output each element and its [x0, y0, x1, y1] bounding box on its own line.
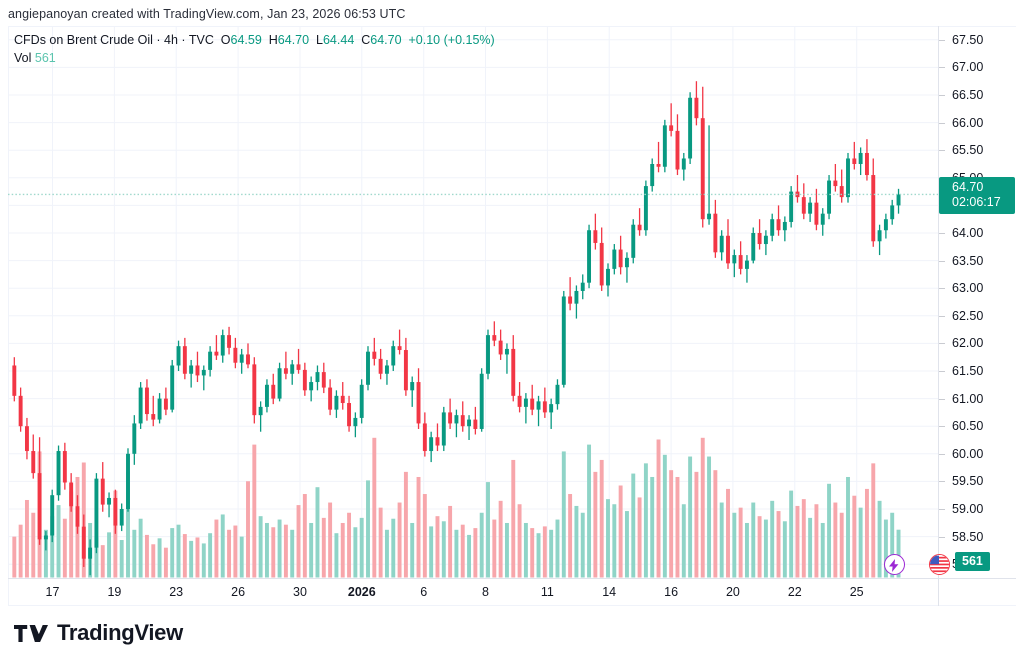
price-tick: [939, 536, 945, 538]
candlestick-svg: [8, 26, 938, 578]
time-tick-label: 16: [664, 585, 679, 599]
legend-high-label: H: [268, 33, 278, 47]
legend-change: +0.10: [408, 33, 441, 47]
price-tick-label: 58.50: [952, 529, 984, 544]
current-price-value: 64.70: [952, 180, 984, 195]
price-tick: [939, 260, 945, 262]
price-tick: [939, 371, 945, 372]
price-tick-label: 61.50: [952, 364, 984, 378]
price-tick-label: 66.00: [952, 115, 984, 130]
price-tick-label: 61.00: [952, 391, 984, 406]
chart-legend: CFDs on Brent Crude Oil · 4h · TVC O64.5…: [14, 32, 495, 67]
legend-volume-value: 561: [34, 51, 56, 65]
current-price-badge[interactable]: 64.70 02:06:17: [939, 177, 1015, 215]
price-tick: [939, 343, 945, 345]
candles: [12, 81, 901, 576]
price-tick-label: 63.50: [952, 253, 984, 268]
time-tick-label: 6: [420, 585, 428, 599]
legend-separator-1: ·: [152, 33, 165, 47]
time-tick-label: 23: [169, 585, 184, 599]
price-tick: [939, 288, 945, 290]
time-tick-label: 8: [482, 585, 489, 599]
legend-symbol[interactable]: CFDs on Brent Crude Oil: [14, 33, 153, 47]
price-tick-label: 60.00: [952, 446, 984, 461]
price-tick: [939, 233, 945, 234]
legend-open-label: O: [220, 33, 231, 47]
volume-bars: [12, 437, 901, 578]
price-tick: [939, 481, 945, 483]
price-tick-label: 65.50: [952, 143, 984, 158]
legend-high-value: 64.70: [277, 33, 310, 47]
time-scale-separator: [8, 578, 1016, 579]
price-tick: [939, 150, 945, 152]
chart-plot-area[interactable]: [8, 26, 938, 578]
time-tick-label: 19: [107, 585, 122, 599]
price-tick-label: 63.00: [952, 281, 984, 296]
bolt-glyph: [889, 558, 899, 572]
time-tick-label: 26: [231, 585, 246, 599]
price-tick: [939, 39, 945, 41]
tradingview-wordmark: TradingView: [57, 620, 183, 645]
horizontal-gridlines: [8, 39, 938, 565]
legend-low-label: L: [316, 33, 323, 47]
legend-interval[interactable]: 4h: [164, 33, 178, 47]
price-tick-label: 59.50: [952, 474, 984, 489]
legend-exchange: TVC: [188, 33, 214, 47]
time-tick-label: 22: [787, 585, 802, 599]
price-tick: [939, 509, 945, 510]
price-tick-label: 60.50: [952, 419, 984, 434]
price-tick-label: 62.00: [952, 336, 984, 351]
time-tick-label: 25: [849, 585, 864, 599]
price-tick-label: 67.00: [952, 60, 984, 75]
credit-watermark: angiepanoyan created with TradingView.co…: [8, 7, 406, 21]
time-tick-label: 11: [540, 585, 554, 599]
bar-countdown: 02:06:17: [952, 195, 1001, 210]
legend-low-value: 64.44: [322, 33, 355, 47]
price-scale[interactable]: 67.5067.0066.5066.0065.5065.0064.0063.50…: [939, 26, 1024, 578]
legend-open-value: 64.59: [230, 33, 262, 47]
tradingview-mark-icon: [14, 624, 48, 642]
legend-separator-2: ·: [177, 33, 189, 47]
time-tick-label: 17: [45, 585, 60, 599]
volume-value-badge[interactable]: 561: [955, 552, 990, 572]
price-tick-label: 66.50: [952, 88, 984, 102]
price-tick: [939, 315, 945, 317]
time-scale[interactable]: 17 19 23 26 30 2026 6 8 11 14 16 20 22 25: [8, 579, 938, 606]
price-tick: [939, 453, 945, 455]
legend-volume-row: Vol 561: [14, 50, 495, 67]
legend-close-value: 64.70: [370, 33, 402, 47]
price-tick: [939, 122, 945, 124]
vertical-gridlines: [52, 26, 858, 578]
flag-glyph: [930, 555, 949, 574]
price-tick-label: 64.00: [952, 226, 984, 240]
price-tick-label: 62.50: [952, 308, 984, 323]
price-tick-label: 59.00: [952, 502, 984, 516]
price-tick: [939, 426, 945, 428]
legend-close-label: C: [361, 33, 371, 47]
price-tick: [939, 67, 945, 69]
time-tick-label: 2026: [347, 585, 376, 599]
price-tick: [939, 398, 945, 400]
legend-change-percent: (+0.15%): [443, 33, 495, 47]
legend-volume-label: Vol: [14, 51, 32, 65]
price-tick: [939, 95, 945, 96]
time-tick-label: 30: [293, 585, 307, 599]
price-tick-label: 67.50: [952, 32, 984, 47]
time-tick-label: 14: [602, 585, 617, 599]
tradingview-footer-logo[interactable]: TradingView: [14, 618, 183, 648]
time-tick-label: 20: [725, 585, 740, 599]
lightning-bolt-icon[interactable]: [884, 554, 905, 575]
legend-ohlc-row: CFDs on Brent Crude Oil · 4h · TVC O64.5…: [14, 32, 495, 49]
price-scale-separator: [938, 26, 939, 606]
us-flag-icon[interactable]: [929, 554, 950, 575]
